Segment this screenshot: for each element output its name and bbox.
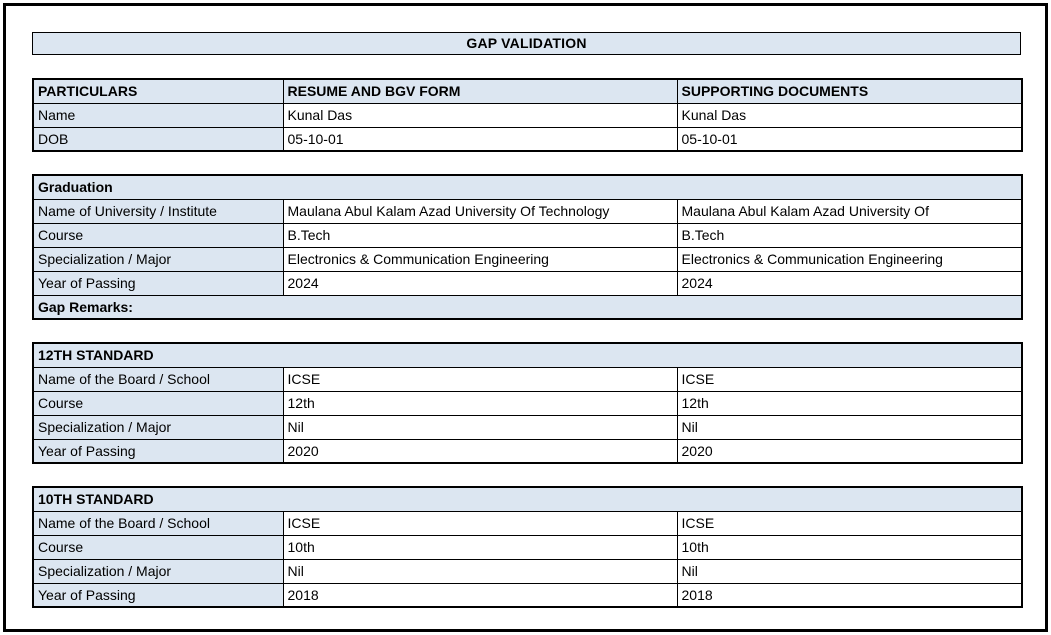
supporting-value-specialization: Nil <box>676 414 1023 440</box>
supporting-value-name: Kunal Das <box>676 102 1023 128</box>
document-content: GAP VALIDATION PARTICULARS RESUME AND BG… <box>32 32 1024 608</box>
table-row: DOB 05-10-01 05-10-01 <box>32 126 1023 152</box>
row-label-specialization: Specialization / Major <box>32 558 284 584</box>
supporting-value-course: 10th <box>676 534 1023 560</box>
row-label-course: Course <box>32 534 284 560</box>
table-row: Year of Passing 2018 2018 <box>32 582 1023 608</box>
table-row: Course 10th 10th <box>32 534 1023 560</box>
resume-value-university: Maulana Abul Kalam Azad University Of Te… <box>282 198 678 224</box>
resume-value-board-school: ICSE <box>282 510 678 536</box>
row-label-course: Course <box>32 390 284 416</box>
section-header-row: 12TH STANDARD <box>32 342 1023 368</box>
row-label-dob: DOB <box>32 126 284 152</box>
supporting-value-university: Maulana Abul Kalam Azad University Of <box>676 198 1023 224</box>
supporting-value-course: B.Tech <box>676 222 1023 248</box>
table-row: Name of University / Institute Maulana A… <box>32 198 1023 224</box>
resume-value-specialization: Nil <box>282 558 678 584</box>
resume-value-year-of-passing: 2018 <box>282 582 678 608</box>
resume-value-course: 10th <box>282 534 678 560</box>
resume-value-year-of-passing: 2024 <box>282 270 678 296</box>
resume-value-specialization: Electronics & Communication Engineering <box>282 246 678 272</box>
table-row: Course 12th 12th <box>32 390 1023 416</box>
particulars-table: PARTICULARS RESUME AND BGV FORM SUPPORTI… <box>32 78 1023 152</box>
resume-value-course: B.Tech <box>282 222 678 248</box>
row-label-year-of-passing: Year of Passing <box>32 438 284 464</box>
table-row: Name of the Board / School ICSE ICSE <box>32 510 1023 536</box>
row-label-specialization: Specialization / Major <box>32 414 284 440</box>
section-title-10th-standard: 10TH STANDARD <box>32 486 1023 512</box>
table-header-row: PARTICULARS RESUME AND BGV FORM SUPPORTI… <box>32 78 1023 104</box>
table-row: Course B.Tech B.Tech <box>32 222 1023 248</box>
row-label-board-school: Name of the Board / School <box>32 510 284 536</box>
section-header-row: 10TH STANDARD <box>32 486 1023 512</box>
supporting-value-course: 12th <box>676 390 1023 416</box>
resume-value-dob: 05-10-01 <box>282 126 678 152</box>
table-row: Specialization / Major Nil Nil <box>32 558 1023 584</box>
column-header-supporting-docs: SUPPORTING DOCUMENTS <box>676 78 1023 104</box>
supporting-value-board-school: ICSE <box>676 510 1023 536</box>
row-label-board-school: Name of the Board / School <box>32 366 284 392</box>
supporting-value-year-of-passing: 2020 <box>676 438 1023 464</box>
row-label-course: Course <box>32 222 284 248</box>
row-label-year-of-passing: Year of Passing <box>32 582 284 608</box>
resume-value-name: Kunal Das <box>282 102 678 128</box>
section-header-row: Graduation <box>32 174 1023 200</box>
table-row: Year of Passing 2024 2024 <box>32 270 1023 296</box>
row-label-year-of-passing: Year of Passing <box>32 270 284 296</box>
row-label-specialization: Specialization / Major <box>32 246 284 272</box>
column-header-particulars: PARTICULARS <box>32 78 284 104</box>
resume-value-course: 12th <box>282 390 678 416</box>
table-row: Name Kunal Das Kunal Das <box>32 102 1023 128</box>
table-row: Specialization / Major Nil Nil <box>32 414 1023 440</box>
table-row: Year of Passing 2020 2020 <box>32 438 1023 464</box>
column-header-resume-bgv: RESUME AND BGV FORM <box>282 78 678 104</box>
supporting-value-year-of-passing: 2018 <box>676 582 1023 608</box>
supporting-value-dob: 05-10-01 <box>676 126 1023 152</box>
resume-value-board-school: ICSE <box>282 366 678 392</box>
graduation-table: Graduation Name of University / Institut… <box>32 174 1024 320</box>
resume-value-specialization: Nil <box>282 414 678 440</box>
row-label-university: Name of University / Institute <box>32 198 284 224</box>
section-title-graduation: Graduation <box>32 174 1023 200</box>
resume-value-year-of-passing: 2020 <box>282 438 678 464</box>
supporting-value-year-of-passing: 2024 <box>676 270 1023 296</box>
row-label-name: Name <box>32 102 284 128</box>
section-title-12th-standard: 12TH STANDARD <box>32 342 1023 368</box>
page-title: GAP VALIDATION <box>32 32 1021 55</box>
table-row: Name of the Board / School ICSE ICSE <box>32 366 1023 392</box>
twelfth-standard-table: 12TH STANDARD Name of the Board / School… <box>32 342 1024 464</box>
gap-remarks-row: Gap Remarks: <box>32 294 1023 320</box>
table-row: Specialization / Major Electronics & Com… <box>32 246 1023 272</box>
gap-remarks-label: Gap Remarks: <box>32 294 1023 320</box>
supporting-value-specialization: Electronics & Communication Engineering <box>676 246 1023 272</box>
tenth-standard-table: 10TH STANDARD Name of the Board / School… <box>32 486 1024 608</box>
supporting-value-specialization: Nil <box>676 558 1023 584</box>
supporting-value-board-school: ICSE <box>676 366 1023 392</box>
